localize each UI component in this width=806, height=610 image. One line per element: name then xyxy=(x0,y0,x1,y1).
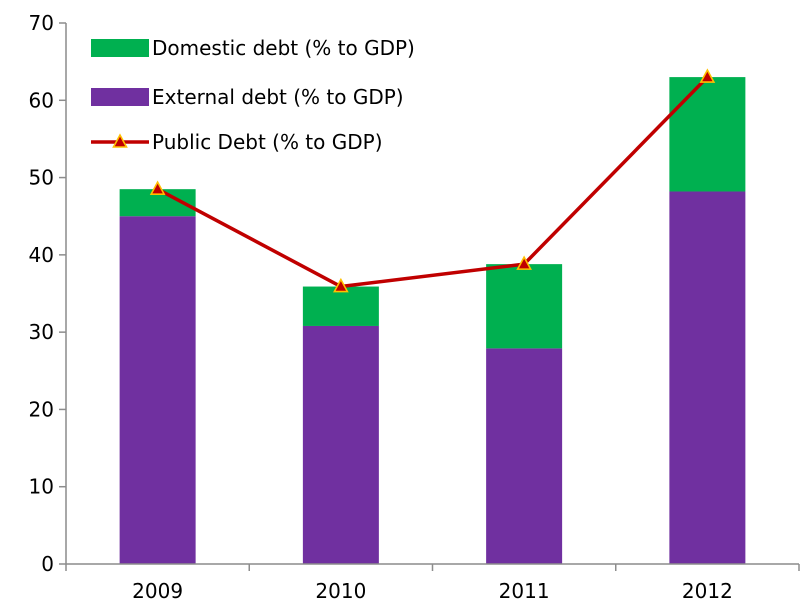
bar-external-2010 xyxy=(302,325,379,564)
line-layer xyxy=(149,68,716,293)
x-tick-label-2012: 2012 xyxy=(682,579,733,603)
bar-domestic-2011 xyxy=(486,264,563,349)
y-tick-label: 40 xyxy=(29,243,54,267)
x-tick-label-2009: 2009 xyxy=(132,579,183,603)
public-debt-marker-2011 xyxy=(516,255,532,270)
legend-label-domestic: Domestic debt (% to GDP) xyxy=(152,36,415,60)
bar-domestic-2012 xyxy=(669,77,746,192)
bar-domestic-2010 xyxy=(302,286,379,326)
bar-external-2012 xyxy=(669,191,746,565)
legend: Domestic debt (% to GDP) External debt (%… xyxy=(91,36,415,154)
y-tick-label: 50 xyxy=(29,166,54,190)
legend-swatch-external xyxy=(91,88,149,106)
y-tick-label: 10 xyxy=(29,475,54,499)
y-tick-label: 0 xyxy=(41,552,54,576)
bar-external-2011 xyxy=(486,348,563,564)
legend-marker-public xyxy=(112,133,128,148)
y-tick-label: 60 xyxy=(29,88,54,112)
legend-label-external: External debt (% to GDP) xyxy=(152,85,404,109)
public-debt-marker-2009 xyxy=(149,180,166,195)
legend-swatch-domestic xyxy=(91,39,149,57)
x-tick-label-2011: 2011 xyxy=(499,579,550,603)
bars-layer xyxy=(119,77,746,565)
y-tick-label: 20 xyxy=(29,397,54,421)
y-tick-label: 70 xyxy=(29,11,54,35)
axes-layer: 0 10 20 30 40 50 60 70 2009 2010 2011 2012 xyxy=(29,11,800,603)
legend-label-public: Public Debt (% to GDP) xyxy=(152,130,383,154)
x-tick-label-2010: 2010 xyxy=(315,579,366,603)
y-tick-label: 30 xyxy=(29,320,54,344)
public-debt-marker-2010 xyxy=(333,277,349,293)
bar-external-2009 xyxy=(119,216,196,564)
public-debt-line xyxy=(156,75,709,289)
public-debt-marker-2012 xyxy=(699,68,716,83)
